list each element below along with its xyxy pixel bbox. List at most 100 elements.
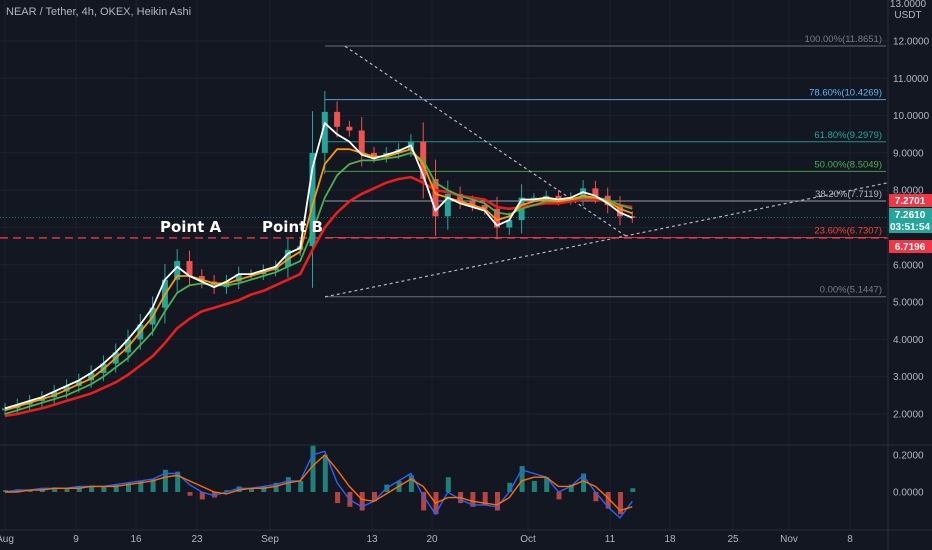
ma-white-line (4, 122, 633, 410)
osc-histogram-bar (372, 492, 377, 502)
candle-body (494, 208, 500, 228)
osc-histogram-bar (470, 492, 476, 507)
candle-body (174, 261, 181, 280)
fib-label: 23.60%(6.7307) (814, 226, 882, 237)
osc-histogram-bar (507, 482, 513, 492)
price-tag-label: 03:51:54 (890, 222, 930, 233)
osc-histogram-bar (236, 486, 242, 492)
osc-histogram-bar (593, 492, 599, 502)
y-tick-label: 11.0000 (893, 74, 929, 85)
price-tag-label: 7.2610 (895, 210, 926, 221)
x-tick-label: 11 (605, 534, 616, 545)
ma-orange-line (4, 148, 633, 412)
osc-histogram-bar (630, 488, 636, 492)
candle-body (444, 193, 451, 217)
x-tick-label: 16 (130, 534, 142, 545)
x-tick-label: 9 (73, 534, 79, 545)
price-tag (889, 208, 932, 221)
candle-body (321, 111, 328, 153)
osc-histogram-bar (101, 486, 107, 492)
candle-body (481, 205, 488, 209)
y-tick-label: 4.0000 (893, 335, 924, 346)
candle-body (88, 372, 95, 381)
osc-histogram-bar (199, 492, 205, 500)
osc-histogram-bar (421, 492, 427, 511)
osc-tick-label: 0.2000 (893, 451, 924, 462)
y-tick-label: 5.0000 (893, 298, 924, 309)
osc-signal-orange (5, 453, 633, 512)
price-tag (889, 194, 932, 207)
osc-histogram-bar (531, 480, 537, 492)
candle-body (223, 281, 230, 288)
y-tick-label: 6.0000 (893, 260, 924, 271)
candle-body (469, 201, 476, 206)
osc-histogram-bar (495, 492, 500, 511)
x-tick-label: Sep (261, 534, 279, 545)
x-tick-label: Aug (0, 534, 14, 545)
osc-histogram-bar (138, 480, 144, 492)
osc-histogram-bar (273, 482, 279, 492)
y-tick-label: 3.0000 (893, 372, 924, 383)
falling-trendline (344, 45, 628, 238)
candle-body (530, 197, 537, 199)
candle-body (186, 261, 193, 276)
osc-histogram-bar (3, 490, 8, 492)
annotations: Point A Point B (160, 218, 323, 236)
osc-histogram-bar (113, 484, 119, 492)
candle-body (543, 195, 550, 198)
candle-body (235, 274, 242, 282)
x-tick-label: 18 (664, 534, 676, 545)
candle-body (592, 188, 599, 196)
price-tag (889, 240, 932, 253)
osc-histogram-bar (359, 492, 365, 511)
osc-histogram-bar (89, 485, 95, 492)
candle-body (2, 408, 8, 411)
osc-histogram-bar (408, 475, 414, 492)
oscillator-pane (3, 445, 636, 519)
candle-body (334, 111, 341, 127)
osc-histogram-bar (556, 492, 562, 500)
osc-histogram-bar (544, 477, 550, 492)
x-tick-label: 13 (366, 534, 378, 545)
fib-label: 100.00%(11.8651) (805, 34, 882, 45)
osc-histogram-bar (76, 486, 82, 492)
osc-histogram-bar (212, 492, 218, 498)
osc-histogram-bar (285, 477, 291, 492)
annotation-point-a: Point A (160, 218, 222, 236)
candle-body (358, 130, 365, 153)
osc-histogram-bar (126, 482, 131, 492)
osc-histogram-bar (445, 477, 451, 492)
fib-retracement[interactable]: 100.00%(11.8651) 78.60%(10.4269) 61.80%(9.… (325, 34, 886, 298)
trendlines[interactable] (0, 45, 889, 298)
x-tick-label: Oct (520, 534, 536, 545)
osc-histogram-bar (519, 466, 525, 492)
currency-label[interactable]: USDT (894, 10, 921, 21)
osc-histogram-bar (52, 487, 58, 492)
y-tick-label: 2.0000 (893, 410, 924, 421)
y-tick-top: 13.0000 (890, 0, 927, 10)
fib-label: 78.60%(10.4269) (809, 88, 882, 99)
fib-label: 61.80%(9.2979) (814, 130, 882, 141)
fib-label: 38.20%(7.7119) (815, 189, 882, 200)
grid (0, 0, 888, 530)
osc-signal-blue (4, 450, 633, 519)
annotation-point-b: Point B (262, 218, 323, 236)
price-tag (889, 220, 932, 233)
candle-body (617, 205, 623, 217)
candle-body (457, 193, 464, 202)
candle-body (555, 195, 562, 200)
osc-histogram-bar (224, 490, 230, 492)
x-tick-label: 25 (727, 534, 739, 545)
osc-histogram-bar (261, 486, 267, 492)
osc-histogram-bar (27, 490, 33, 492)
osc-histogram-bar (310, 445, 316, 492)
osc-histogram-bar (568, 484, 574, 492)
candle-body (211, 281, 218, 288)
osc-histogram-bar (581, 473, 587, 492)
y-tick-label: 10.0000 (893, 111, 930, 122)
x-tick-label: 23 (191, 534, 203, 545)
osc-histogram-bar (322, 455, 328, 492)
chart-title: NEAR / Tether, 4h, OKEX, Heikin Ashi (6, 6, 191, 18)
